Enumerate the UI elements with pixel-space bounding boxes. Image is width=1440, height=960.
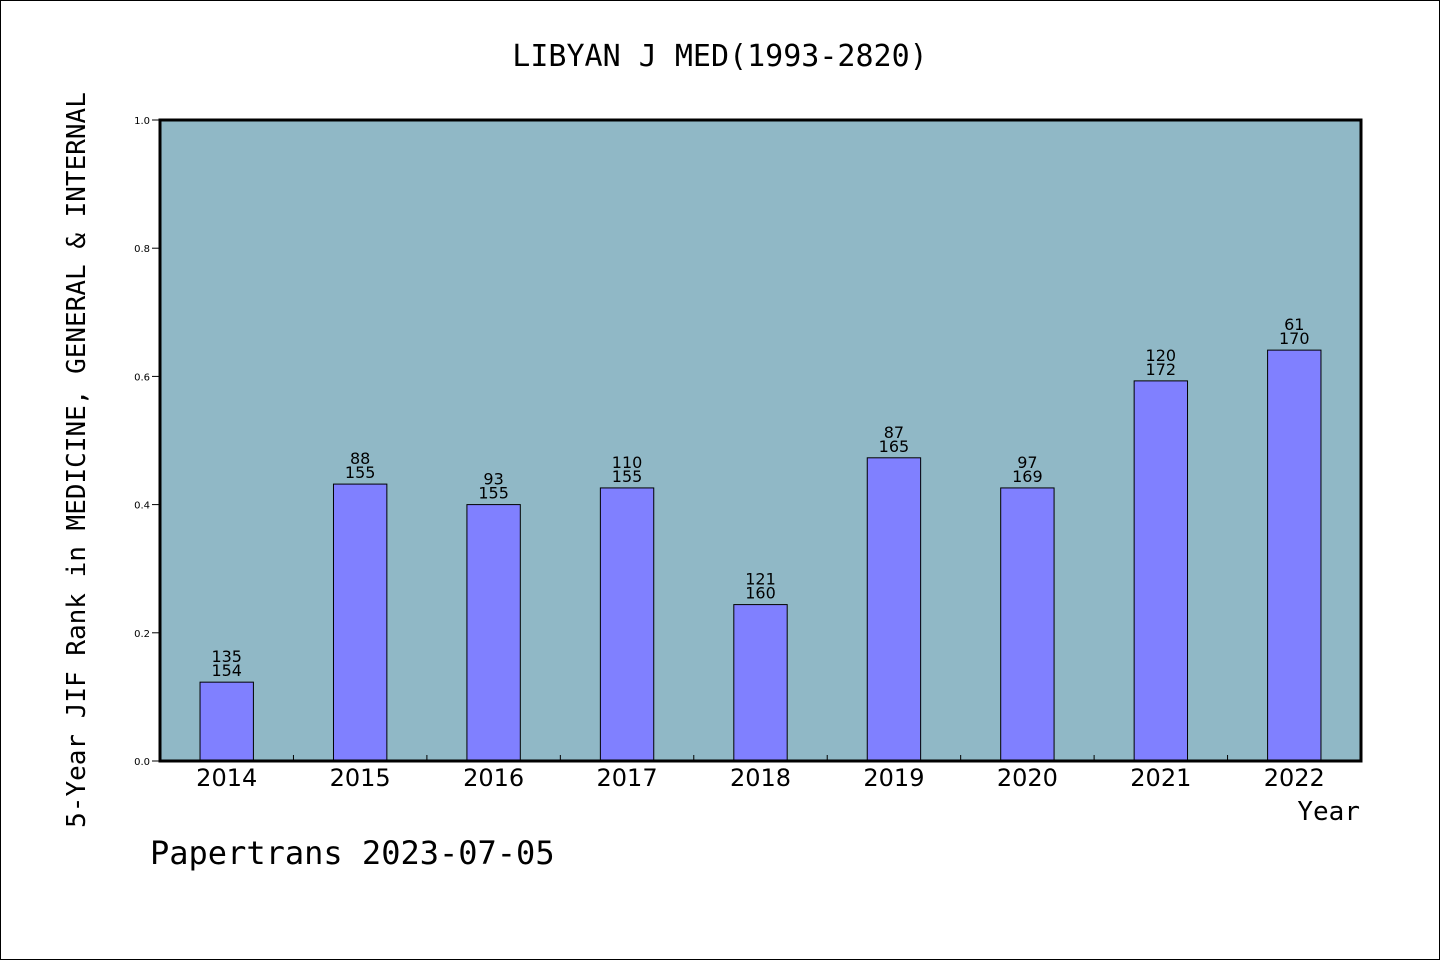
bar-2016 xyxy=(466,504,521,762)
y-tick-label: 0.2 xyxy=(134,629,150,640)
y-tick-label: 0.6 xyxy=(134,372,150,383)
x-tick-label-2020: 2020 xyxy=(997,764,1058,792)
chart-title: LIBYAN J MED(1993-2820) xyxy=(512,39,927,74)
bar-label-top-2014: 135 xyxy=(211,647,242,666)
bar-2022 xyxy=(1267,349,1322,762)
bar-label-top-2021: 120 xyxy=(1146,346,1177,365)
bar-label-top-2015: 88 xyxy=(350,449,370,468)
bar-2019 xyxy=(866,457,922,762)
bar-label-bottom-2021: 172 xyxy=(1146,360,1177,379)
x-tick-label-2016: 2016 xyxy=(463,764,524,792)
bar-2018 xyxy=(733,604,788,762)
y-tick-label: 1.0 xyxy=(134,116,150,127)
bar-2020 xyxy=(1000,487,1055,762)
plot-border xyxy=(158,118,1363,763)
bar-label-bottom-2014: 154 xyxy=(211,661,242,680)
bar-label-bottom-2017: 155 xyxy=(612,467,643,486)
bar-label-top-2019: 87 xyxy=(884,423,904,442)
bar-label-bottom-2016: 155 xyxy=(478,484,509,503)
bar-label-top-2020: 97 xyxy=(1017,453,1037,472)
x-tick-label-2015: 2015 xyxy=(330,764,391,792)
x-axis-label: Year xyxy=(1297,797,1360,827)
bar-label-top-2016: 93 xyxy=(483,470,503,489)
x-tick-label-2017: 2017 xyxy=(597,764,658,792)
x-tick-label-2018: 2018 xyxy=(730,764,791,792)
y-axis-label: 5-Year JIF Rank in MEDICINE, GENERAL & I… xyxy=(62,92,92,828)
bar-2014 xyxy=(199,681,254,762)
bar-label-top-2018: 121 xyxy=(745,570,776,589)
x-tick-label-2022: 2022 xyxy=(1264,764,1325,792)
bar-label-bottom-2022: 170 xyxy=(1279,329,1310,348)
bar-2021 xyxy=(1133,380,1189,762)
y-tick-label: 0.4 xyxy=(134,501,150,512)
x-tick-label-2021: 2021 xyxy=(1130,764,1191,792)
bar-label-top-2017: 110 xyxy=(612,453,643,472)
bar-2015 xyxy=(332,483,388,762)
bar-2017 xyxy=(599,487,655,762)
bar-label-bottom-2018: 160 xyxy=(745,584,776,603)
bar-label-bottom-2019: 165 xyxy=(879,437,910,456)
y-tick-label: 0.0 xyxy=(134,757,150,768)
y-tick-label: 0.8 xyxy=(134,244,150,255)
x-tick-label-2014: 2014 xyxy=(196,764,257,792)
bar-label-top-2022: 61 xyxy=(1284,315,1304,334)
watermark: Papertrans 2023-07-05 xyxy=(150,834,555,872)
bar-label-bottom-2020: 169 xyxy=(1012,467,1043,486)
x-tick-label-2019: 2019 xyxy=(863,764,924,792)
bar-label-bottom-2015: 155 xyxy=(345,463,376,482)
